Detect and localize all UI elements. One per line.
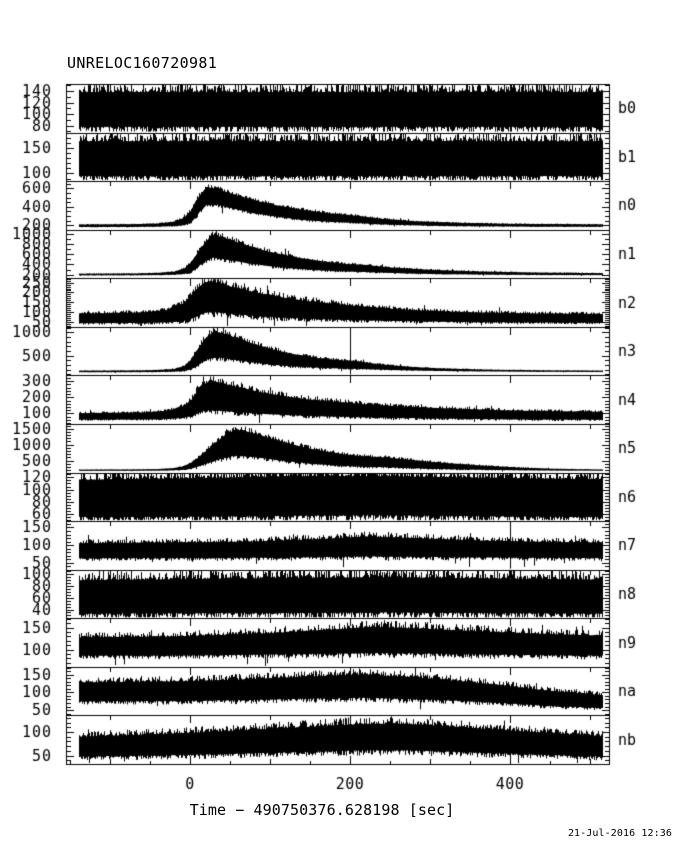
x-axis-label: Time − 490750376.628198 [sec] (189, 801, 455, 819)
timestamp: 21-Jul-2016 12:36 (567, 828, 672, 839)
plot-title: UNRELOC160720981 (67, 54, 218, 72)
